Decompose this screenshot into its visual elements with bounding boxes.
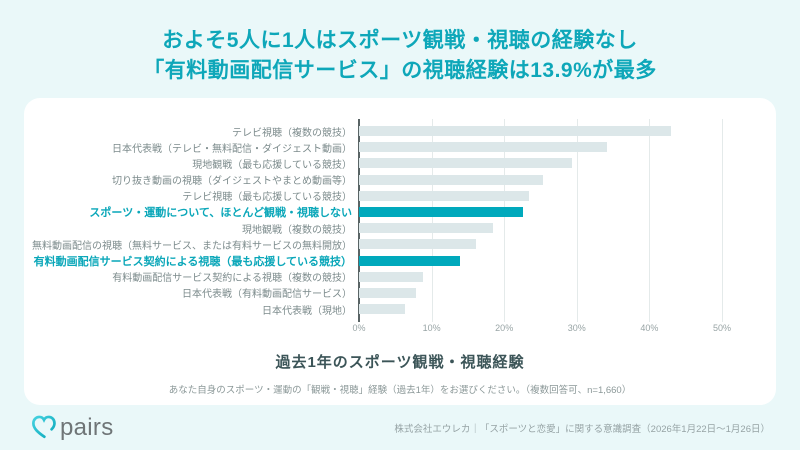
x-axis-tick: 20% — [495, 323, 514, 334]
bar-label: スポーツ・運動について、ほとんど観戦・視聴しない — [89, 207, 352, 220]
bar-row: 有料動画配信サービス契約による視聴（複数の競技） — [24, 269, 722, 285]
bar-track — [359, 190, 722, 201]
bar-row: 日本代表戦（有料動画配信サービス） — [24, 285, 722, 301]
chart-card: テレビ視聴（複数の競技） 日本代表戦（テレビ・無料配信・ダイジェスト動画） 現地観戦… — [24, 98, 776, 405]
x-axis-tick: 40% — [640, 323, 659, 334]
bar-label: 現地観戦（最も応援している競技） — [192, 159, 352, 171]
bar-row: テレビ視聴（複数の競技） — [24, 123, 722, 139]
logo-wordmark: pairs — [60, 413, 114, 441]
page-title-line1: およそ5人に1人はスポーツ観戦・視聴の経験なし — [162, 29, 638, 52]
bar-label: 現地観戦（複数の競技） — [242, 224, 352, 236]
bar — [359, 190, 529, 201]
bar-track — [359, 287, 722, 298]
bar-label: テレビ視聴（複数の競技） — [232, 127, 352, 139]
bar — [359, 255, 460, 266]
gridline — [431, 119, 433, 323]
page-title: およそ5人に1人はスポーツ観戦・視聴の経験なし 「有料動画配信サービス」の視聴経… — [0, 0, 800, 86]
bar — [359, 142, 608, 153]
bar-label: 日本代表戦（テレビ・無料配信・ダイジェスト動画） — [112, 143, 352, 155]
chart-note: あなた自身のスポーツ・運動の「観戦・視聴」経験（過去1年）をお選びください。（複… — [168, 385, 632, 397]
bar — [359, 304, 406, 315]
bar-row: 有料動画配信サービス契約による視聴（最も応援している競技） — [24, 253, 722, 269]
footer: pairs 株式会社エウレカ｜「スポーツと恋愛」に関する意識調査（2026年1月… — [24, 405, 776, 450]
bar-track — [359, 126, 722, 137]
bar — [359, 158, 573, 169]
bar-track — [359, 239, 722, 250]
bar — [359, 174, 544, 185]
bar-label: 切り抜き動画の視聴（ダイジェストやまとめ動画等） — [112, 176, 352, 188]
bar-track — [359, 223, 722, 234]
chart-gridlines — [358, 119, 723, 323]
y-axis-line — [358, 119, 360, 323]
bar-label: 有料動画配信サービス契約による視聴（複数の競技） — [112, 273, 352, 285]
bar-row: 現地観戦（最も応援している競技） — [24, 155, 722, 171]
bar-track — [359, 142, 722, 153]
page-title-line2: 「有料動画配信サービス」の視聴経験は13.9%が最多 — [143, 59, 657, 82]
chart-body: テレビ視聴（複数の競技） 日本代表戦（テレビ・無料配信・ダイジェスト動画） 現地観戦… — [24, 119, 776, 323]
x-axis-tick: 0% — [352, 323, 366, 334]
bar-row: テレビ視聴（最も応援している競技） — [24, 188, 722, 204]
bar — [359, 223, 493, 234]
bar-track — [359, 158, 722, 169]
bar-row: 日本代表戦（テレビ・無料配信・ダイジェスト動画） — [24, 139, 722, 155]
bar-row: スポーツ・運動について、ほとんど観戦・視聴しない — [24, 204, 722, 220]
bar-row: 日本代表戦（現地） — [24, 301, 722, 317]
bar-track — [359, 271, 722, 282]
bar-track — [359, 255, 722, 266]
x-axis-tick: 30% — [567, 323, 586, 334]
bar — [359, 271, 423, 282]
bar-track — [359, 304, 722, 315]
bar-label: 有料動画配信サービス契約による視聴（最も応援している競技） — [33, 255, 352, 268]
bar — [359, 239, 476, 250]
bar-label: 日本代表戦（有料動画配信サービス） — [182, 289, 352, 301]
bar-label: テレビ視聴（最も応援している競技） — [182, 192, 352, 204]
bar — [359, 126, 672, 137]
source-attribution: 株式会社エウレカ｜「スポーツと恋愛」に関する意識調査（2026年1月22日〜1月… — [394, 423, 770, 435]
bar-label: 無料動画配信の視聴（無料サービス、または有料サービスの無料開放） — [32, 240, 352, 252]
bar-row: 切り抜き動画の視聴（ダイジェストやまとめ動画等） — [24, 172, 722, 188]
bar-row: 無料動画配信の視聴（無料サービス、または有料サービスの無料開放） — [24, 236, 722, 252]
gridline — [504, 119, 506, 323]
bar — [359, 207, 524, 218]
gridline — [649, 119, 651, 323]
bar-row: 現地観戦（複数の競技） — [24, 220, 722, 236]
x-axis-tick: 10% — [422, 323, 441, 334]
chart-title: 過去1年のスポーツ観戦・視聴経験 — [275, 354, 525, 372]
gridline — [722, 119, 723, 323]
pairs-logo: pairs — [30, 414, 114, 442]
bar-track — [359, 207, 722, 218]
gridline — [576, 119, 578, 323]
bar — [359, 287, 417, 298]
bar-rows: テレビ視聴（複数の競技） 日本代表戦（テレビ・無料配信・ダイジェスト動画） 現地観戦… — [24, 123, 722, 317]
bar-track — [359, 174, 722, 185]
bar-label: 日本代表戦（現地） — [262, 305, 352, 317]
x-axis-tick: 50% — [712, 323, 732, 334]
x-axis: 0% 10% 20% 30% 40% 50% — [352, 323, 731, 339]
heart-icon — [32, 415, 56, 439]
